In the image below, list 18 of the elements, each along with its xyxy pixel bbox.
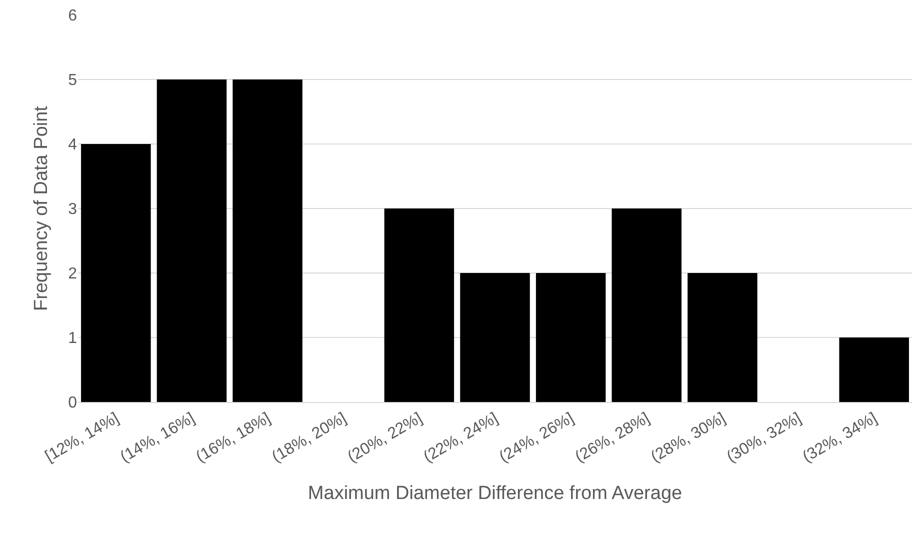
x-axis-title: Maximum Diameter Difference from Average bbox=[308, 482, 682, 504]
y-tick-label: 5 bbox=[68, 72, 78, 90]
y-tick-label: 3 bbox=[68, 201, 78, 218]
bar bbox=[688, 273, 758, 402]
bar bbox=[81, 144, 151, 402]
bar bbox=[612, 208, 682, 402]
y-tick-label: 2 bbox=[68, 266, 78, 283]
bar bbox=[384, 208, 454, 402]
bar bbox=[232, 80, 302, 402]
y-tick-label: 0 bbox=[68, 394, 78, 412]
y-tick-label: 1 bbox=[68, 330, 78, 348]
bar bbox=[156, 80, 227, 402]
y-tick-label: 4 bbox=[68, 136, 78, 154]
bar bbox=[839, 338, 909, 402]
bar bbox=[536, 273, 606, 402]
y-axis-title: Frequency of Data Point bbox=[30, 105, 52, 311]
bar bbox=[460, 273, 530, 402]
y-tick-label: 6 bbox=[68, 8, 78, 25]
